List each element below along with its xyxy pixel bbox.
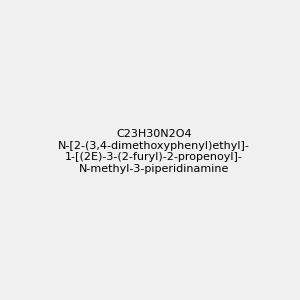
Text: C23H30N2O4
N-[2-(3,4-dimethoxyphenyl)ethyl]-
1-[(2E)-3-(2-furyl)-2-propenoyl]-
N: C23H30N2O4 N-[2-(3,4-dimethoxyphenyl)eth…	[58, 129, 250, 174]
